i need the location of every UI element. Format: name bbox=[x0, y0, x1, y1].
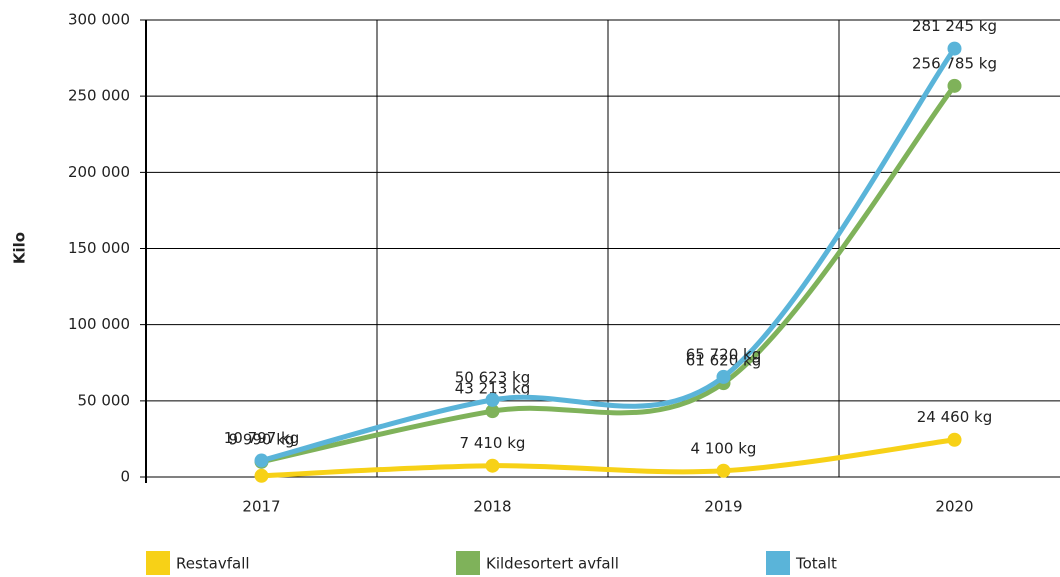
data-point bbox=[716, 369, 731, 384]
legend-label: Kildesortert avfall bbox=[486, 555, 619, 573]
legend-swatch bbox=[766, 551, 790, 575]
data-point bbox=[716, 463, 731, 478]
data-point bbox=[947, 41, 962, 56]
y-tick-label: 0 bbox=[120, 468, 130, 486]
data-point bbox=[254, 468, 269, 483]
data-label: 24 460 kg bbox=[917, 408, 992, 426]
data-label: 281 245 kg bbox=[912, 17, 997, 35]
data-label: 10 797 kg bbox=[224, 429, 299, 447]
y-tick-label: 100 000 bbox=[68, 315, 130, 333]
y-tick-label: 50 000 bbox=[78, 391, 131, 409]
series-line bbox=[259, 437, 957, 479]
legend-label: Restavfall bbox=[176, 555, 250, 573]
legend-swatch bbox=[146, 551, 170, 575]
data-point bbox=[947, 432, 962, 447]
y-tick-label: 250 000 bbox=[68, 87, 130, 105]
series-line bbox=[259, 83, 957, 465]
data-label: 7 410 kg bbox=[460, 434, 526, 452]
data-label: 4 100 kg bbox=[691, 439, 757, 457]
x-tick-label: 2019 bbox=[704, 498, 742, 516]
data-label: 9 990 kg bbox=[229, 430, 295, 448]
data-label: 61 620 kg bbox=[686, 352, 761, 370]
y-tick-label: 200 000 bbox=[68, 163, 130, 181]
data-point bbox=[485, 392, 500, 407]
x-tick-label: 2020 bbox=[935, 498, 973, 516]
y-axis-label: Kilo bbox=[11, 232, 29, 264]
data-point bbox=[947, 78, 962, 93]
data-point bbox=[485, 404, 500, 419]
data-point bbox=[485, 458, 500, 473]
x-tick-label: 2017 bbox=[242, 498, 280, 516]
legend-label: Totalt bbox=[795, 555, 837, 573]
data-label: 50 623 kg bbox=[455, 368, 530, 386]
data-label: 256 785 kg bbox=[912, 54, 997, 72]
series-line bbox=[259, 46, 957, 464]
y-tick-label: 150 000 bbox=[68, 239, 130, 257]
x-tick-label: 2018 bbox=[473, 498, 511, 516]
legend-swatch bbox=[456, 551, 480, 575]
data-label: 65 720 kg bbox=[686, 345, 761, 363]
data-point bbox=[254, 453, 269, 468]
y-tick-label: 300 000 bbox=[68, 11, 130, 29]
data-label: 43 213 kg bbox=[455, 380, 530, 398]
